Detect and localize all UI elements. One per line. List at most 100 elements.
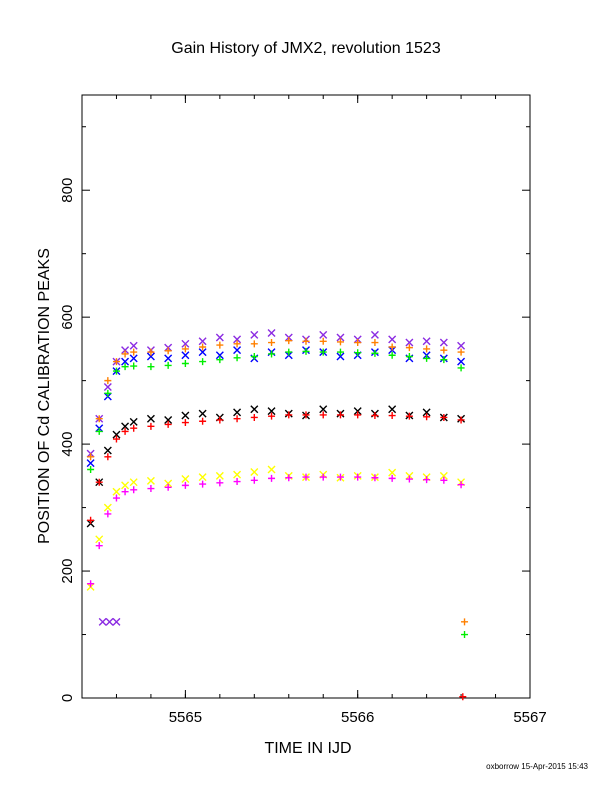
data-point xyxy=(104,453,112,461)
data-point xyxy=(215,351,224,360)
data-point xyxy=(98,617,107,626)
data-point xyxy=(319,411,327,419)
data-point xyxy=(268,339,276,347)
data-point xyxy=(371,339,379,347)
data-point xyxy=(164,483,172,491)
data-point xyxy=(112,435,120,443)
data-point xyxy=(440,346,448,354)
data-point xyxy=(388,343,396,351)
plot-frame xyxy=(81,94,531,699)
data-point xyxy=(164,354,173,363)
data-point xyxy=(199,343,207,351)
data-point xyxy=(215,471,224,480)
data-point xyxy=(146,476,155,485)
data-point xyxy=(336,348,344,356)
data-point xyxy=(319,348,327,356)
data-point xyxy=(457,348,465,356)
data-point xyxy=(336,473,344,481)
data-point xyxy=(164,415,173,424)
data-point xyxy=(423,476,431,484)
series-6 xyxy=(86,465,466,591)
data-point xyxy=(423,354,431,362)
data-point xyxy=(388,412,396,420)
data-point xyxy=(87,465,95,473)
data-point xyxy=(405,344,413,352)
data-point xyxy=(216,341,224,349)
data-point xyxy=(354,411,362,419)
data-point xyxy=(336,352,345,361)
data-point xyxy=(423,345,431,353)
data-point xyxy=(268,350,276,358)
data-point xyxy=(457,364,465,372)
data-point xyxy=(103,382,112,391)
data-point xyxy=(121,357,130,366)
data-point xyxy=(95,542,103,550)
data-point xyxy=(181,359,189,367)
data-point xyxy=(121,350,129,358)
data-point xyxy=(147,485,155,493)
data-point xyxy=(439,338,448,347)
data-point xyxy=(181,475,190,484)
footer-credit: oxborrow 15-Apr-2015 15:43 xyxy=(486,762,588,771)
data-point xyxy=(181,419,189,427)
data-point xyxy=(354,339,362,347)
y-axis-label: POSITION OF Cd CALIBRATION PEAKS xyxy=(36,248,53,544)
data-point xyxy=(354,473,362,481)
data-point xyxy=(405,353,413,361)
series-4 xyxy=(86,405,466,528)
series-5 xyxy=(87,411,467,701)
data-point xyxy=(198,348,207,357)
data-point xyxy=(267,465,276,474)
data-point xyxy=(86,459,95,468)
data-point xyxy=(302,473,310,481)
data-point xyxy=(268,412,276,420)
data-point xyxy=(388,468,397,477)
data-point xyxy=(440,476,448,484)
data-point xyxy=(250,468,259,477)
data-point xyxy=(250,340,258,348)
data-point xyxy=(285,348,293,356)
y-tick-label: 200 xyxy=(59,559,76,584)
data-point xyxy=(104,510,112,518)
data-point xyxy=(87,516,95,524)
data-point xyxy=(216,416,224,424)
data-point xyxy=(216,479,224,487)
data-point xyxy=(336,338,344,346)
data-point xyxy=(267,329,276,338)
data-point xyxy=(302,411,310,419)
data-point xyxy=(319,405,328,414)
data-point xyxy=(233,354,241,362)
data-point xyxy=(181,351,190,360)
data-point xyxy=(130,424,138,432)
data-point xyxy=(250,413,258,421)
data-point xyxy=(440,413,448,421)
data-point xyxy=(422,408,431,417)
y-tick-label: 0 xyxy=(59,694,76,702)
data-point xyxy=(319,330,328,339)
data-point xyxy=(388,335,397,344)
data-point xyxy=(302,337,310,345)
data-point xyxy=(147,348,155,356)
data-point xyxy=(121,422,130,431)
data-point xyxy=(95,415,103,423)
y-axis: 0 200 400 600 800 xyxy=(59,126,530,702)
data-point xyxy=(121,488,129,496)
x-tick-label: 5565 xyxy=(169,709,202,726)
data-point xyxy=(112,367,120,375)
data-point xyxy=(181,345,189,353)
data-point xyxy=(129,354,138,363)
data-point xyxy=(129,341,138,350)
x-axis: 5565 5566 5567 xyxy=(115,95,547,726)
data-point xyxy=(233,470,242,479)
data-point xyxy=(457,416,465,424)
data-point xyxy=(112,430,121,439)
data-point xyxy=(459,693,467,701)
data-point xyxy=(371,474,379,482)
data-point xyxy=(457,357,466,366)
data-point xyxy=(285,411,293,419)
data-point xyxy=(146,414,155,423)
data-point xyxy=(250,330,259,339)
data-point xyxy=(87,453,95,461)
data-point xyxy=(112,494,120,502)
data-point xyxy=(250,353,258,361)
